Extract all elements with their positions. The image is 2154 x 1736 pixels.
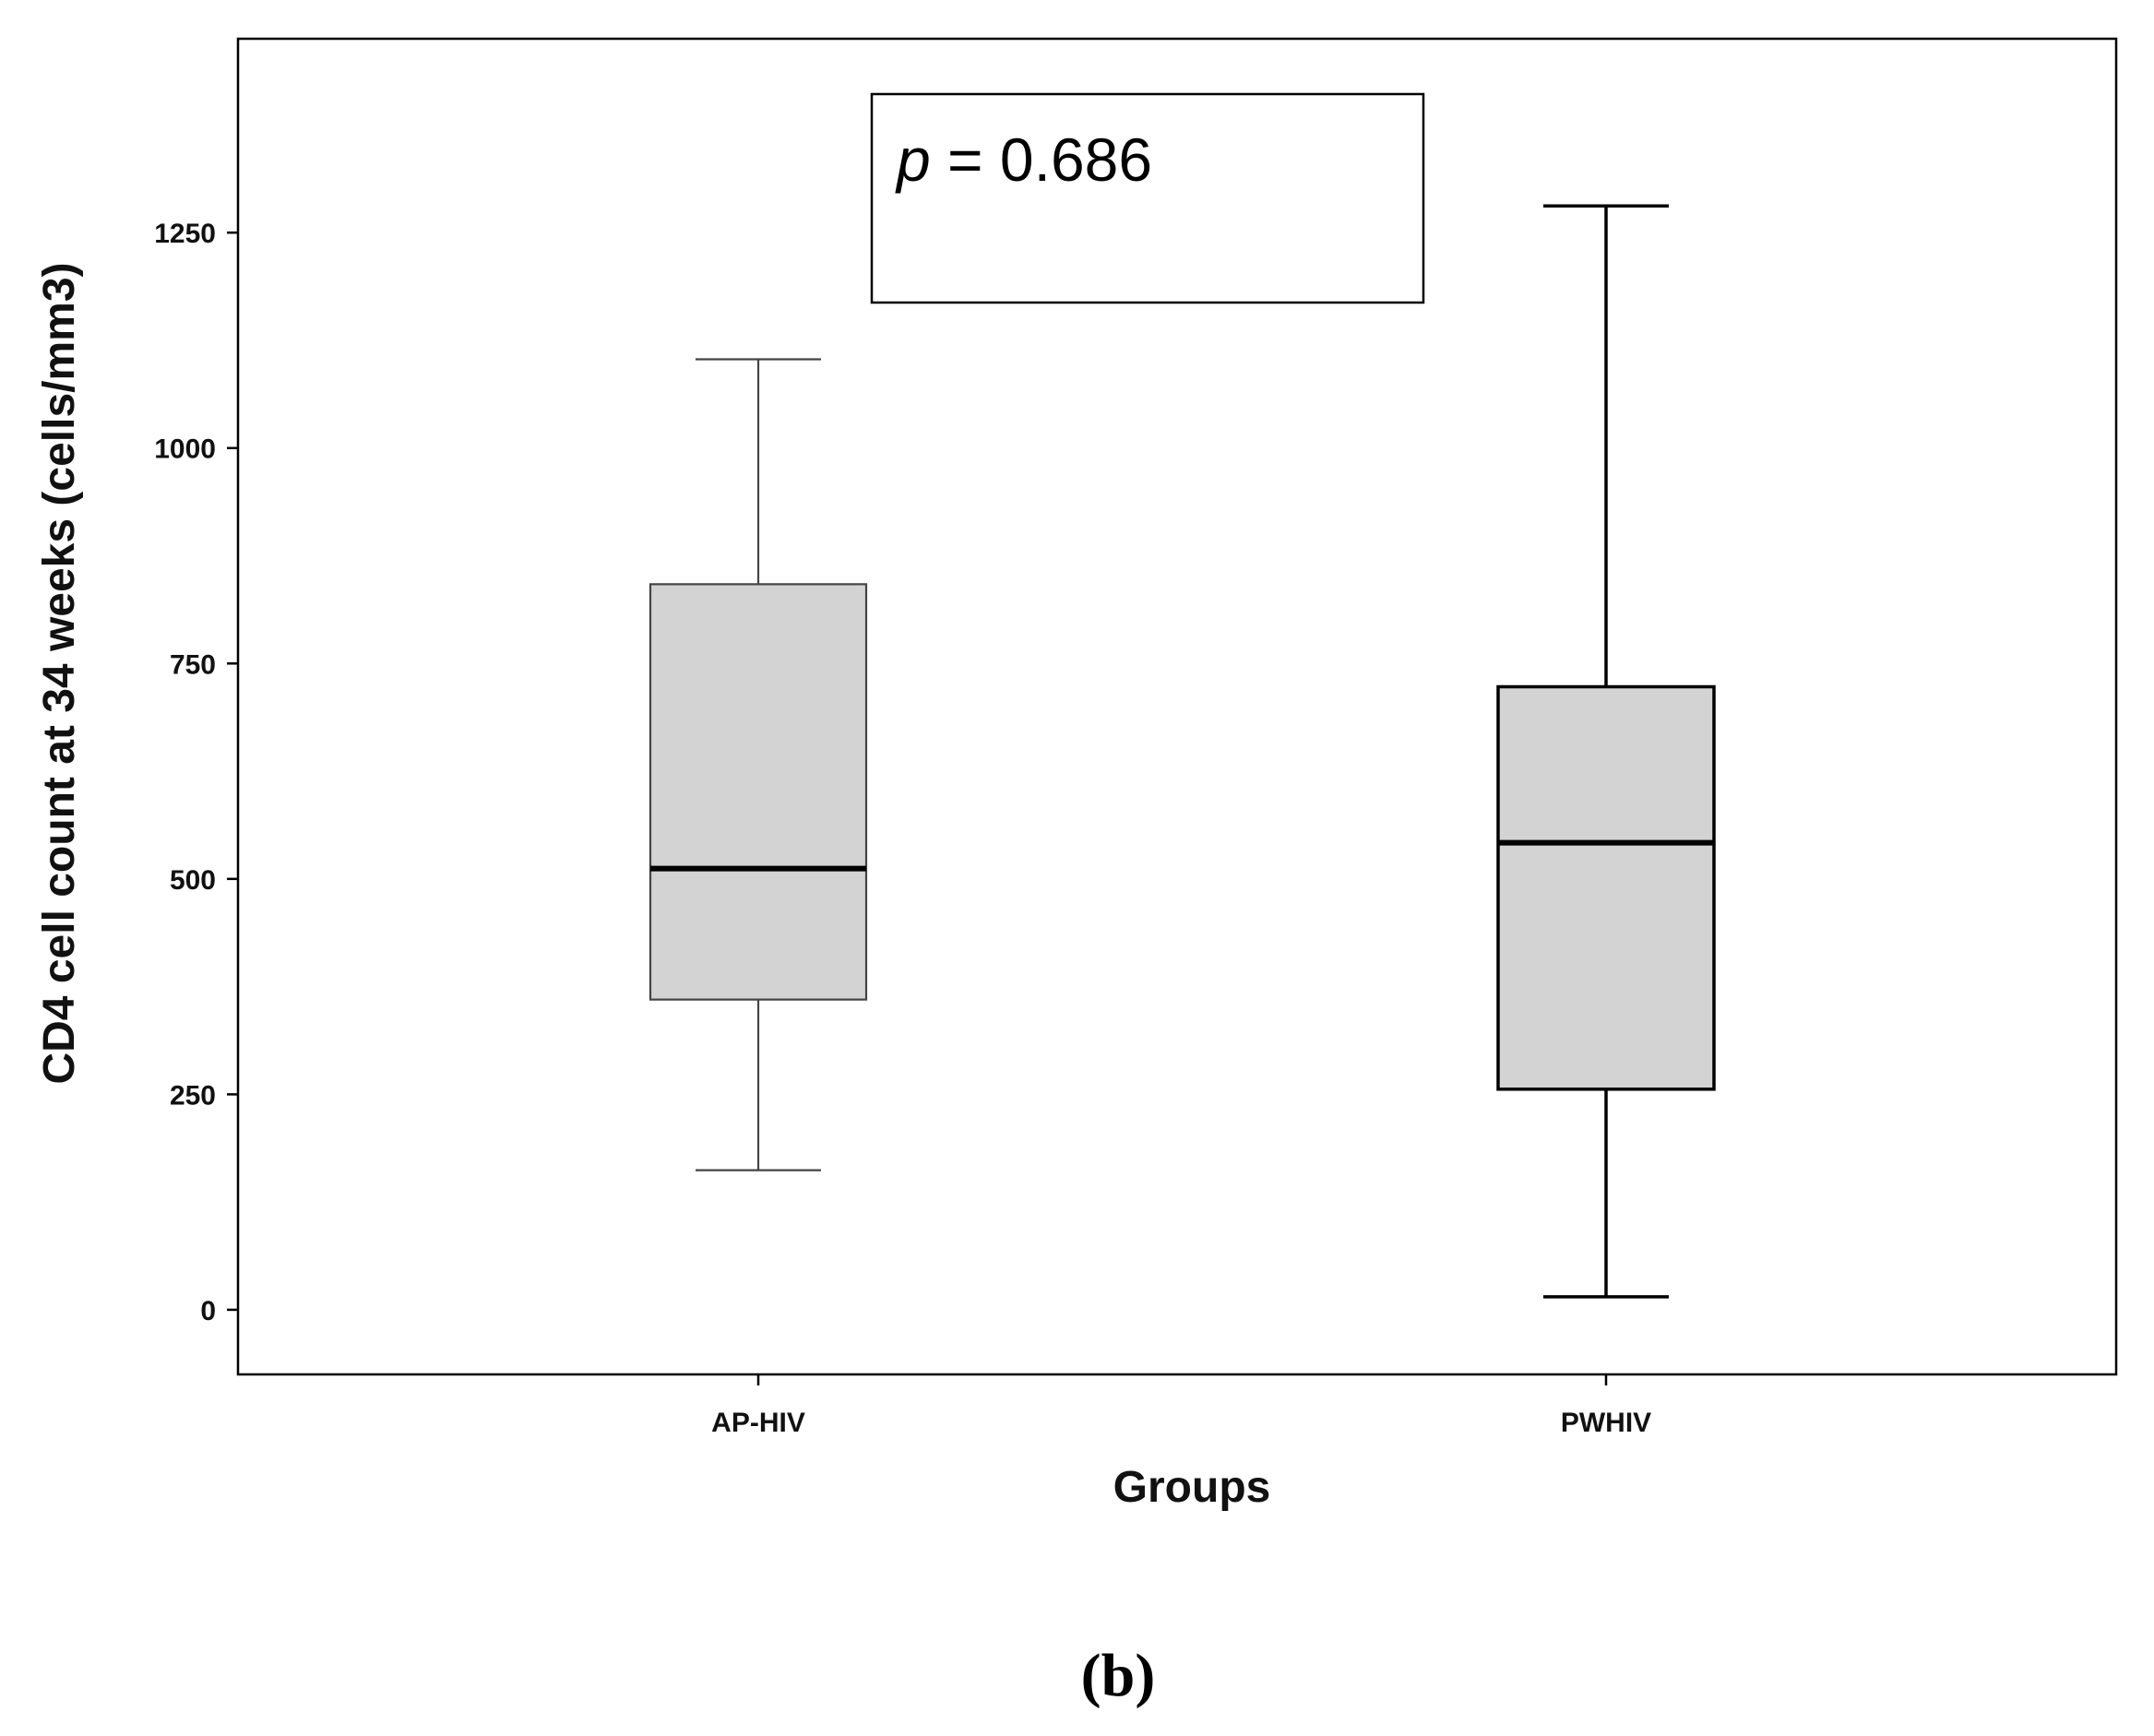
p-value: = 0.686 xyxy=(931,125,1152,194)
plot-frame xyxy=(236,37,2118,1376)
x-tick-label-ap-hiv: AP-HIV xyxy=(711,1408,805,1438)
y-tick-label: 0 xyxy=(200,1296,216,1326)
x-tick-label-pwhiv: PWHIV xyxy=(1561,1408,1651,1438)
figure-caption: (b) xyxy=(1081,1642,1156,1709)
p-value-annotation: p = 0.686 xyxy=(870,92,1425,304)
annotation-text: p = 0.686 xyxy=(895,125,1152,194)
box-ap-hiv xyxy=(649,583,868,1001)
y-tick-label: 500 xyxy=(170,865,216,896)
box-pwhiv xyxy=(1496,684,1716,1091)
y-tick-label: 1250 xyxy=(154,219,216,249)
x-axis-title: Groups xyxy=(1113,1463,1271,1512)
y-tick-label: 250 xyxy=(170,1080,216,1111)
annotation-box xyxy=(870,92,1425,304)
y-tick-label: 750 xyxy=(170,649,216,680)
p-symbol: p xyxy=(895,125,931,194)
y-tick-label: 1000 xyxy=(154,434,216,465)
y-axis-title: CD4 cell count at 34 weeks (cells/mm3) xyxy=(35,262,84,1084)
